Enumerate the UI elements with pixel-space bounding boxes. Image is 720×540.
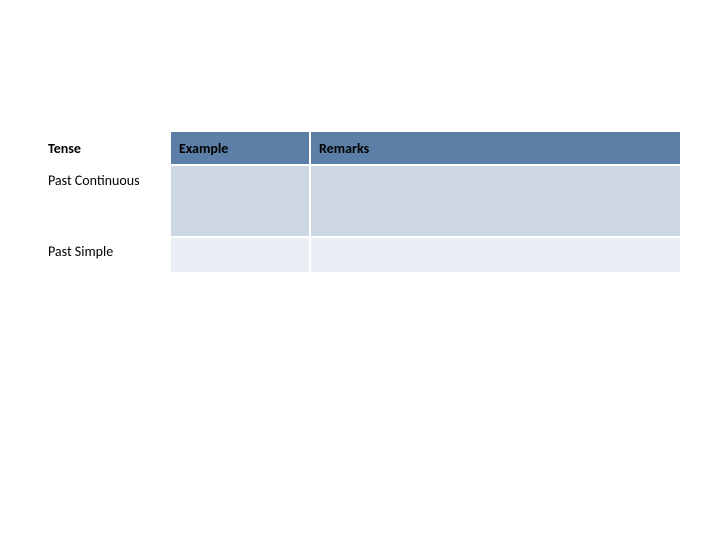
col-header-tense: Tense [40, 132, 170, 166]
tense-label: Past Simple [48, 243, 113, 260]
tense-table: Tense Example Remarks Past Continuous Pa… [40, 131, 680, 272]
col-header-remarks: Remarks [310, 132, 680, 166]
cell-tense: Past Simple [40, 237, 170, 272]
cell-example [170, 165, 310, 237]
col-header-example: Example [170, 132, 310, 166]
cell-example [170, 237, 310, 272]
cell-tense: Past Continuous [40, 165, 170, 237]
table-header-row: Tense Example Remarks [40, 132, 680, 166]
table-row: Past Simple [40, 237, 680, 272]
table-row: Past Continuous [40, 165, 680, 237]
tense-label: Past Continuous [48, 172, 140, 189]
cell-remarks [310, 237, 680, 272]
cell-remarks [310, 165, 680, 237]
